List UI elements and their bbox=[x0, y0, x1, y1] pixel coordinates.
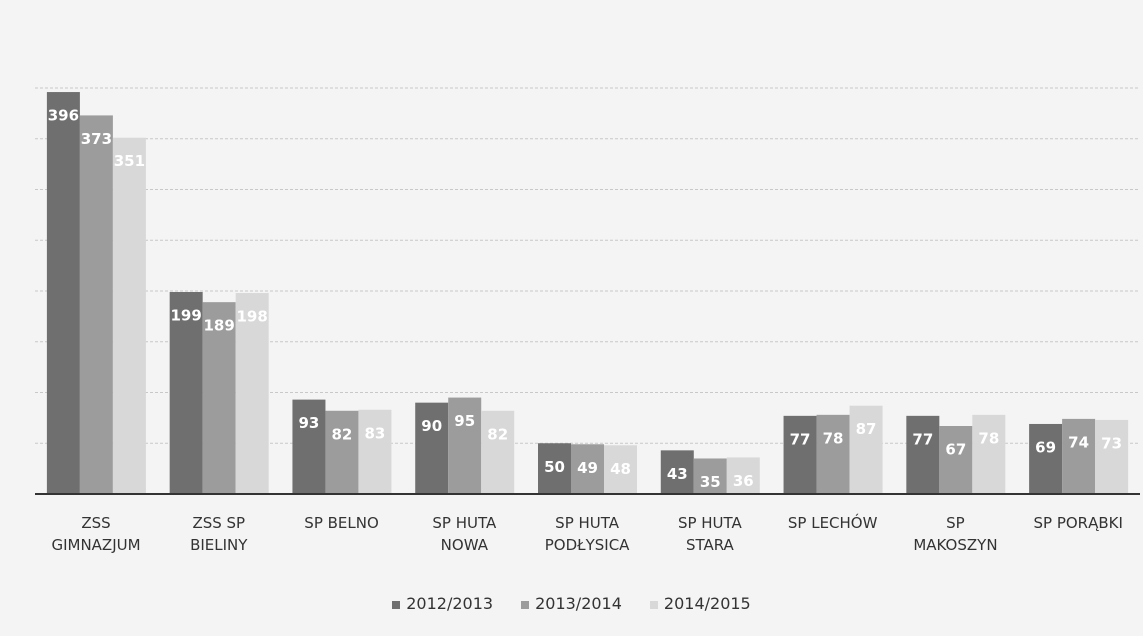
bar bbox=[358, 409, 392, 494]
x-tick-label: SP PORĄBKI bbox=[1033, 514, 1123, 532]
legend-swatch bbox=[392, 601, 401, 609]
bar bbox=[816, 414, 850, 494]
value-label: 189 bbox=[204, 317, 235, 335]
legend-swatch bbox=[521, 601, 530, 609]
bar bbox=[79, 115, 113, 494]
value-label: 87 bbox=[856, 420, 877, 438]
value-label: 83 bbox=[365, 424, 386, 442]
bar bbox=[415, 402, 449, 494]
value-label: 93 bbox=[299, 414, 320, 432]
value-label: 373 bbox=[81, 130, 112, 148]
bar bbox=[112, 137, 146, 495]
bar bbox=[571, 444, 604, 494]
value-label: 77 bbox=[912, 430, 933, 448]
x-tick-label: SP MAKOSZYN bbox=[913, 514, 998, 554]
legend-item: 2013/2014 bbox=[521, 594, 622, 613]
value-label: 82 bbox=[332, 425, 353, 443]
bar bbox=[235, 293, 269, 494]
x-tick-label: SP LECHÓW bbox=[787, 514, 878, 532]
bar bbox=[325, 410, 359, 494]
legend-item: 2012/2013 bbox=[392, 594, 493, 613]
value-label: 351 bbox=[114, 152, 145, 170]
bar bbox=[726, 457, 760, 494]
x-tick-label: SP HUTA NOWA bbox=[432, 514, 497, 554]
value-label: 82 bbox=[487, 425, 508, 443]
bar bbox=[693, 458, 727, 494]
bar bbox=[783, 415, 817, 494]
bar bbox=[292, 399, 326, 494]
value-label: 199 bbox=[171, 307, 202, 325]
x-tick-label: ZSS SP BIELINY bbox=[190, 514, 248, 554]
bar bbox=[1095, 419, 1129, 494]
value-label: 43 bbox=[667, 465, 688, 483]
legend-label: 2014/2015 bbox=[663, 594, 751, 613]
legend-label: 2013/2014 bbox=[535, 594, 622, 613]
value-label: 78 bbox=[823, 429, 844, 447]
value-label: 77 bbox=[790, 430, 811, 448]
value-label: 49 bbox=[577, 459, 598, 477]
bar bbox=[906, 415, 940, 494]
value-label: 74 bbox=[1068, 433, 1089, 451]
legend-label: 2012/2013 bbox=[406, 594, 494, 613]
bar bbox=[1062, 418, 1096, 494]
value-label: 73 bbox=[1101, 434, 1122, 452]
value-label: 95 bbox=[454, 412, 475, 430]
value-label: 48 bbox=[610, 460, 631, 478]
bar bbox=[849, 405, 883, 494]
value-label: 36 bbox=[733, 472, 754, 490]
legend-swatch bbox=[649, 601, 658, 609]
bar bbox=[972, 414, 1006, 494]
value-label: 78 bbox=[978, 429, 999, 447]
legend: 2012/2013 2013/2014 2014/2015 bbox=[0, 594, 1143, 613]
value-label: 396 bbox=[48, 107, 79, 125]
bar bbox=[448, 397, 482, 494]
x-tick-label: ZSS GIMNAZJUM bbox=[51, 514, 141, 554]
value-label: 90 bbox=[421, 417, 442, 435]
value-label: 69 bbox=[1035, 438, 1056, 456]
bar bbox=[169, 292, 203, 494]
value-label: 198 bbox=[237, 308, 268, 326]
value-label: 35 bbox=[700, 473, 721, 491]
bar bbox=[202, 302, 236, 494]
x-tick-label: SP BELNO bbox=[304, 514, 379, 532]
bar bbox=[538, 443, 571, 494]
bar bbox=[660, 450, 694, 494]
bar bbox=[46, 92, 80, 494]
value-label: 50 bbox=[544, 458, 565, 476]
x-tick-label: SP HUTA STARA bbox=[677, 514, 742, 554]
bar bbox=[939, 425, 973, 494]
legend-item: 2014/2015 bbox=[649, 594, 751, 613]
bar bbox=[481, 410, 515, 494]
x-tick-label: SP HUTA PODŁYSICA bbox=[544, 514, 630, 554]
bar bbox=[604, 445, 637, 494]
bar bbox=[1029, 423, 1063, 494]
value-label: 67 bbox=[945, 440, 966, 458]
